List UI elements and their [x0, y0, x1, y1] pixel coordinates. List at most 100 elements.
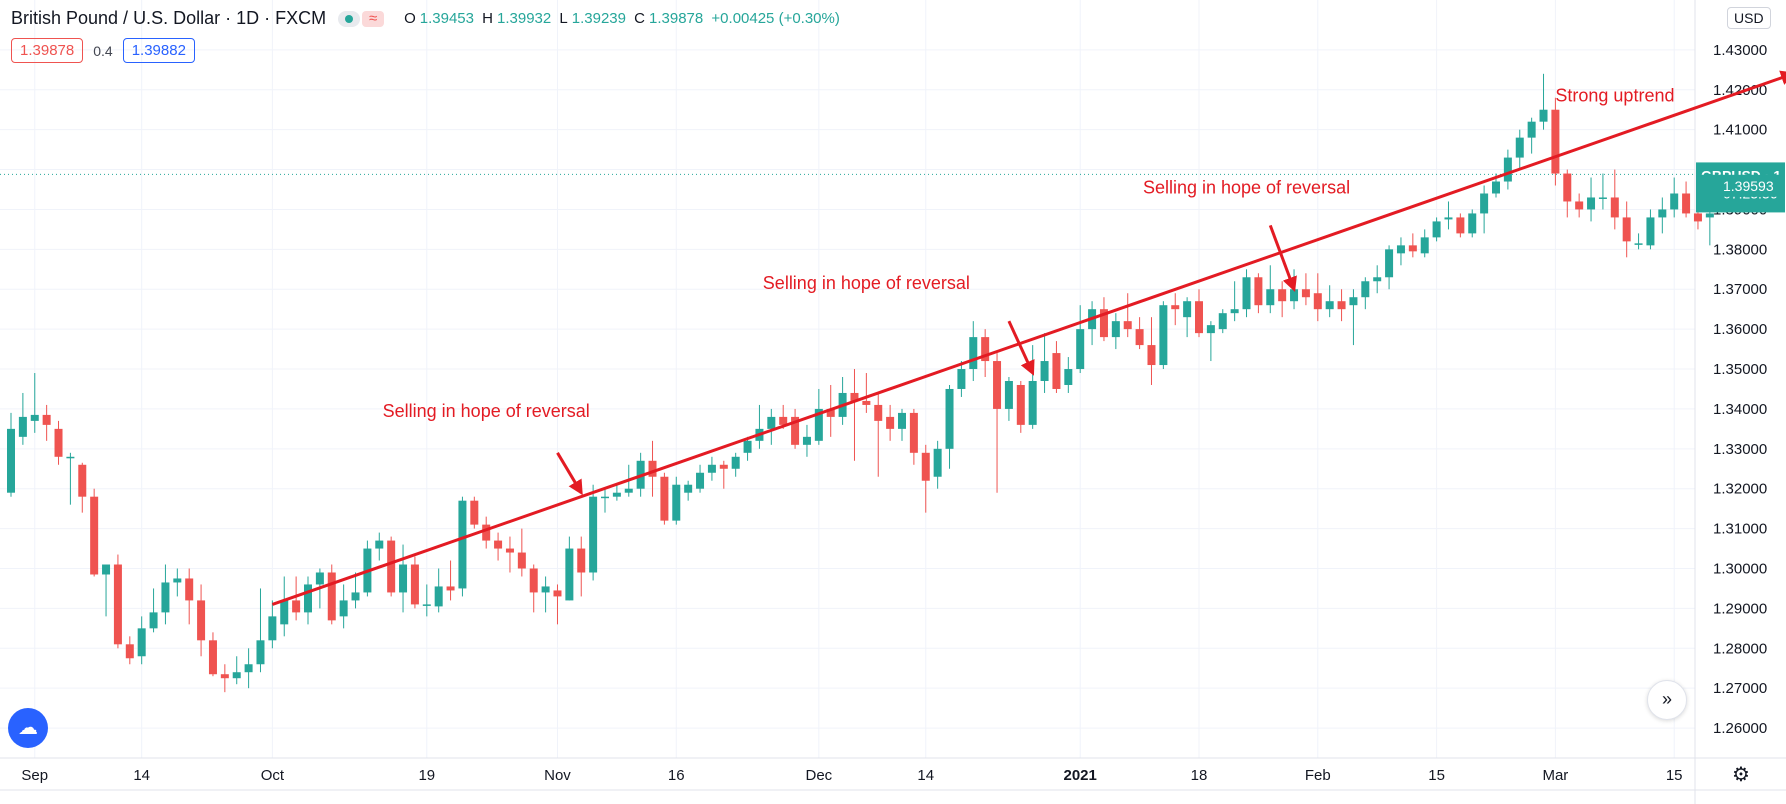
- annotation-label: Selling in hope of reversal: [763, 273, 970, 293]
- candle-body: [1587, 197, 1596, 210]
- currency-button[interactable]: USD: [1727, 7, 1771, 29]
- x-tick-label: Oct: [261, 767, 285, 784]
- gear-icon[interactable]: ⚙: [1732, 764, 1750, 786]
- y-tick-label: 1.29000: [1713, 600, 1767, 617]
- candle-body: [1254, 277, 1263, 306]
- candle-body: [197, 600, 206, 641]
- candle-body: [612, 492, 621, 497]
- candle-body: [18, 416, 27, 437]
- candle-body: [898, 412, 906, 429]
- candle-body: [387, 540, 396, 593]
- y-tick-label: 1.32000: [1713, 481, 1767, 498]
- y-tick-label: 1.35000: [1713, 361, 1767, 378]
- candle-body: [66, 456, 75, 459]
- x-tick-label: 15: [1428, 767, 1445, 784]
- chart-legend: British Pound / U.S. Dollar · 1D · FXCM …: [11, 8, 844, 29]
- candle-body: [1159, 305, 1168, 366]
- candle-body: [1171, 305, 1180, 310]
- y-tick-label: 1.38000: [1713, 241, 1767, 258]
- candle-body: [1598, 197, 1607, 199]
- candle-body: [410, 564, 419, 605]
- candle-body: [137, 628, 146, 657]
- secondary-price-box: [1696, 174, 1785, 197]
- annotation-arrow: [1268, 224, 1297, 293]
- y-tick-label: 1.30000: [1713, 561, 1767, 578]
- candle-body: [149, 612, 158, 629]
- candle-body: [1266, 289, 1275, 306]
- scroll-to-realtime-icon[interactable]: »: [1647, 680, 1687, 720]
- candle-body: [482, 524, 491, 541]
- candle-body: [220, 674, 229, 679]
- y-tick-label: 1.43000: [1713, 42, 1767, 59]
- candle-body: [113, 564, 122, 645]
- candle-body: [315, 572, 324, 585]
- candle-body: [517, 552, 526, 569]
- candle-body: [1705, 213, 1714, 218]
- y-tick-label: 1.37000: [1713, 281, 1767, 298]
- candle-body: [1503, 157, 1512, 182]
- candle-body: [1064, 369, 1073, 385]
- candle-body: [779, 416, 788, 425]
- candle-body: [707, 464, 716, 473]
- buy-button[interactable]: 1.39882: [122, 38, 195, 63]
- candle-body: [1195, 301, 1203, 334]
- x-tick-label: 16: [668, 767, 685, 784]
- candle-body: [304, 584, 312, 613]
- candle-body: [1575, 201, 1584, 210]
- candle-body: [1551, 109, 1560, 174]
- x-tick-label: Feb: [1305, 767, 1331, 784]
- symbol-title[interactable]: British Pound / U.S. Dollar · 1D · FXCM: [11, 8, 327, 28]
- compare-icon[interactable]: ≈: [362, 10, 385, 27]
- change-value: +0.00425 (+0.30%): [711, 10, 840, 27]
- candle-body: [921, 452, 930, 481]
- candle-body: [1016, 384, 1025, 425]
- candle-body: [327, 572, 336, 621]
- candle-body: [351, 592, 360, 601]
- candle-body: [1385, 249, 1394, 278]
- candle-body: [1325, 301, 1334, 310]
- candle-body: [1658, 209, 1667, 218]
- high-label: H: [482, 10, 494, 27]
- candle-body: [672, 484, 681, 521]
- candle-body: [280, 600, 289, 625]
- trendline-arrow: [271, 70, 1786, 606]
- candle-body: [731, 456, 740, 469]
- candle-body: [1563, 173, 1572, 202]
- candle-body: [981, 337, 990, 362]
- candle-body: [1230, 309, 1239, 314]
- candle-body: [505, 548, 514, 553]
- close-value: 1.39878: [649, 10, 704, 27]
- candle-body: [541, 586, 550, 593]
- trade-buttons: 1.39878 0.4 1.39882: [11, 38, 195, 63]
- candle-body: [90, 496, 99, 575]
- sell-button[interactable]: 1.39878: [11, 38, 84, 63]
- y-tick-label: 1.27000: [1713, 680, 1767, 697]
- open-value: 1.39453: [419, 10, 474, 27]
- candle-body: [589, 496, 598, 573]
- visibility-icon[interactable]: [338, 10, 361, 27]
- candle-body: [696, 472, 705, 489]
- candle-body: [684, 484, 693, 493]
- low-value: 1.39239: [571, 10, 626, 27]
- high-value: 1.39932: [497, 10, 552, 27]
- candle-body: [1076, 329, 1085, 370]
- y-tick-label: 1.34000: [1713, 401, 1767, 418]
- candle-body: [1337, 301, 1346, 310]
- candle-body: [1456, 217, 1465, 234]
- x-tick-label: 14: [133, 767, 150, 784]
- x-tick-label: 18: [1191, 767, 1208, 784]
- candle-body: [42, 414, 51, 425]
- y-tick-label: 1.33000: [1713, 441, 1767, 458]
- candle-body: [933, 448, 942, 477]
- annotation-arrow: [1007, 320, 1035, 376]
- y-tick-label: 1.41000: [1713, 122, 1767, 139]
- low-label: L: [559, 10, 568, 27]
- candle-body: [470, 500, 479, 525]
- tradingview-logo-icon[interactable]: ☁: [8, 708, 48, 748]
- secondary-price-label: 1.39593: [1723, 178, 1774, 194]
- x-tick-label: Dec: [805, 767, 832, 784]
- candle-body: [1206, 325, 1215, 334]
- candle-body: [268, 616, 277, 641]
- candle-body: [458, 500, 467, 589]
